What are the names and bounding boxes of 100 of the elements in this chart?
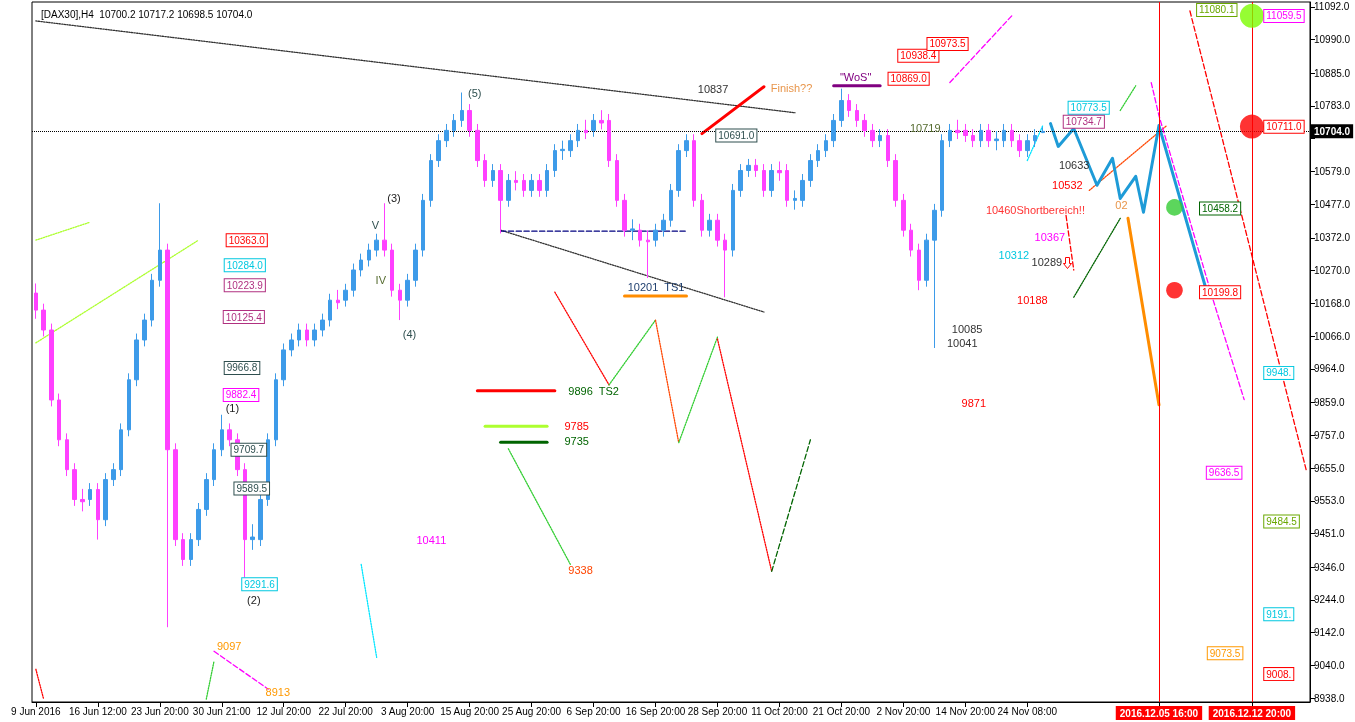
annotation: 11059.5 xyxy=(1266,10,1303,22)
x-tick-label: 16 Jun 12:00 xyxy=(68,705,128,717)
annotation: 10532 xyxy=(1052,179,1083,192)
y-tick-label: 10270.0 xyxy=(1314,265,1351,277)
candlestick xyxy=(452,113,456,138)
x-tick-label: 23 Jun 20:00 xyxy=(130,705,190,717)
annotation: "WoS" xyxy=(839,70,872,83)
annotation: IV xyxy=(375,274,387,287)
annotation: 10363.0 xyxy=(228,234,266,246)
x-tick-label: 22 Jul 20:00 xyxy=(318,705,374,717)
x-tick-label: 14 Nov 20:00 xyxy=(935,705,996,717)
candlestick xyxy=(436,133,441,168)
candlestick xyxy=(467,103,472,138)
candlestick xyxy=(1041,126,1045,134)
candlestick xyxy=(785,163,789,208)
candlestick xyxy=(746,158,751,178)
candlestick xyxy=(343,283,348,308)
annotation: (5) xyxy=(468,86,482,99)
candlestick xyxy=(96,482,100,541)
candlestick xyxy=(901,193,906,238)
candlestick xyxy=(886,128,890,168)
candlestick xyxy=(979,123,983,148)
x-tick-label: 28 Sep 20:00 xyxy=(687,705,748,717)
annotation: 10201 TS1 xyxy=(627,281,685,294)
candlestick xyxy=(560,140,565,161)
annotation: 10691.0 xyxy=(718,130,755,142)
candlestick xyxy=(49,323,54,407)
annotation: 10223.9 xyxy=(226,279,264,291)
candlestick xyxy=(684,133,689,158)
candlestick xyxy=(320,313,325,337)
annotation: 9291.6 xyxy=(244,578,276,590)
candlestick xyxy=(289,333,294,357)
candlestick xyxy=(676,143,681,198)
y-tick-label: 9964.0 xyxy=(1314,363,1346,375)
annotation: Finish?? xyxy=(770,81,813,94)
candlestick xyxy=(165,243,170,628)
candlestick xyxy=(227,422,232,447)
candlestick xyxy=(212,442,216,487)
annotation: (3) xyxy=(387,192,401,205)
candlestick xyxy=(568,133,573,158)
annotation: 10284.0 xyxy=(226,259,264,271)
candlestick xyxy=(336,289,340,310)
candlestick xyxy=(1017,133,1022,158)
candlestick xyxy=(661,213,666,238)
x-tick-label: 6 Sep 20:00 xyxy=(566,705,621,717)
candlestick xyxy=(738,163,743,198)
candlestick xyxy=(692,133,696,208)
y-tick-label: 10066.0 xyxy=(1314,330,1351,342)
candlestick xyxy=(367,243,371,267)
x-tick-label: 12 Jul 20:00 xyxy=(256,705,312,717)
candlestick xyxy=(537,173,542,198)
annotation: 10085 xyxy=(951,323,983,336)
x-tick-label: 25 Aug 20:00 xyxy=(502,705,562,717)
candlestick xyxy=(715,213,720,248)
candlestick xyxy=(646,229,650,279)
annotation: 10734.7 xyxy=(1065,116,1103,128)
x-tick-label: 3 Aug 20:00 xyxy=(380,705,435,717)
annotation: 10411 xyxy=(416,534,447,547)
candlestick xyxy=(553,143,557,178)
x-tick-label: 9 Jun 2016 xyxy=(11,705,62,717)
x-tick-label: 2016.12.05 16:00 xyxy=(1119,707,1199,719)
candlestick xyxy=(483,153,487,188)
candlestick xyxy=(328,293,332,327)
y-tick-label: 9142.0 xyxy=(1314,627,1346,639)
annotation: 10125.4 xyxy=(225,311,263,323)
candlestick xyxy=(1033,128,1037,148)
y-tick-label: 10783.0 xyxy=(1314,100,1351,112)
candlestick xyxy=(878,128,882,148)
candlestick xyxy=(754,158,758,178)
candlestick xyxy=(413,243,418,288)
annotation: 10837 xyxy=(697,82,729,95)
candlestick xyxy=(762,163,766,198)
candlestick xyxy=(824,133,828,158)
annotation: 8913 xyxy=(265,686,291,699)
annotation: 9871 xyxy=(961,396,987,409)
candlestick xyxy=(777,161,782,182)
candlestick xyxy=(173,442,178,547)
candlestick xyxy=(398,283,402,321)
candlestick xyxy=(963,123,968,143)
candlestick xyxy=(630,218,635,241)
annotation: 10460Shortbereich!! xyxy=(985,204,1085,217)
candlestick xyxy=(142,313,147,347)
y-tick-label: 10990.0 xyxy=(1314,34,1351,46)
annotation: 10312 xyxy=(998,249,1030,262)
y-tick-label: 9859.0 xyxy=(1314,397,1346,409)
candlestick xyxy=(444,123,449,148)
x-tick-label: 2 Nov 20:00 xyxy=(876,705,931,717)
candlestick xyxy=(622,193,627,238)
annotation: (4) xyxy=(402,328,417,341)
candlestick xyxy=(955,119,960,140)
annotation: 10938.4 xyxy=(900,50,937,62)
candlestick xyxy=(297,323,301,347)
candlestick xyxy=(281,342,286,387)
candlestick xyxy=(80,488,85,512)
candlestick xyxy=(250,523,255,551)
candlestick xyxy=(545,163,549,198)
y-tick-label: 9757.0 xyxy=(1314,429,1346,441)
candlestick xyxy=(669,183,673,228)
y-tick-label: 9553.0 xyxy=(1314,495,1346,507)
annotation: 9966.8 xyxy=(226,362,258,374)
